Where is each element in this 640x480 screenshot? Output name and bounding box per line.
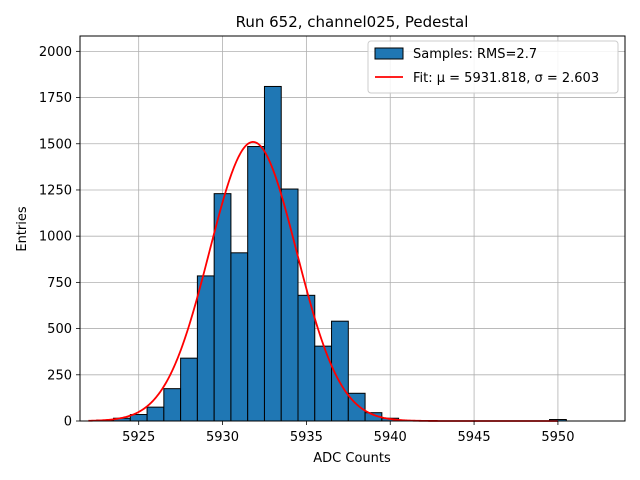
x-tick-label: 5940 — [374, 430, 407, 445]
histogram-bar — [163, 388, 182, 422]
x-axis-title: ADC Counts — [313, 451, 391, 466]
y-tick-label: 1000 — [39, 230, 72, 245]
y-tick-label: 750 — [47, 276, 72, 291]
histogram-bar — [297, 294, 316, 422]
x-tick-label: 5950 — [541, 430, 574, 445]
x-tick-label: 5935 — [290, 430, 323, 445]
legend-label-samples: Samples: RMS=2.7 — [413, 47, 537, 62]
x-tick-label: 5945 — [458, 430, 491, 445]
y-tick-label: 1250 — [39, 183, 72, 198]
plot-frame — [79, 35, 626, 422]
histogram-bar — [213, 193, 232, 422]
legend-bar-swatch — [374, 47, 404, 60]
x-tick-label: 5925 — [122, 430, 155, 445]
legend-box — [367, 40, 619, 94]
y-tick-label: 500 — [47, 322, 72, 337]
x-tick-label: 5930 — [206, 430, 239, 445]
histogram-bar — [146, 406, 165, 422]
y-tick-label: 0 — [64, 415, 72, 430]
y-tick-label: 250 — [47, 368, 72, 383]
y-tick-label: 2000 — [39, 45, 72, 60]
histogram-bar — [230, 252, 249, 422]
legend: Samples: RMS=2.7 Fit: μ = 5931.818, σ = … — [367, 40, 619, 94]
x-axis-ticks: 5925 5930 5935 5940 5945 5950 — [122, 421, 574, 445]
histogram-bar — [263, 85, 282, 422]
legend-label-fit: Fit: μ = 5931.818, σ = 2.603 — [413, 71, 599, 86]
histogram-bar — [180, 357, 198, 422]
y-tick-label: 1500 — [39, 137, 72, 152]
histogram-bar — [247, 146, 265, 422]
y-axis-title: Entries — [15, 206, 30, 252]
histogram-bar — [196, 275, 215, 422]
chart-title: Run 652, channel025, Pedestal — [236, 13, 469, 31]
y-axis-ticks: 0 250 500 750 1000 1250 1500 1750 2000 — [39, 45, 80, 430]
y-tick-label: 1750 — [39, 91, 72, 106]
